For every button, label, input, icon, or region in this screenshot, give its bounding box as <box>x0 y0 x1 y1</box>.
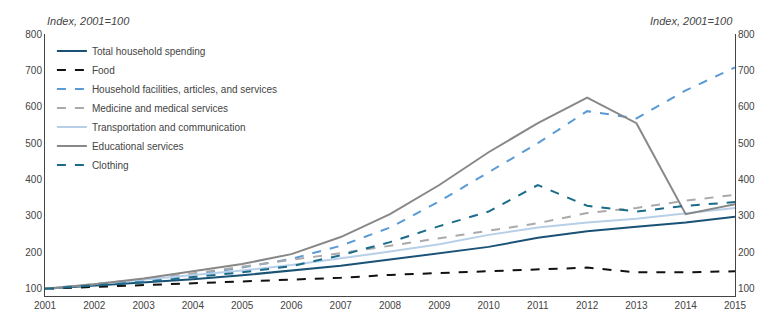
svg-text:200: 200 <box>738 247 755 258</box>
svg-text:400: 400 <box>738 174 755 185</box>
svg-text:400: 400 <box>25 174 42 185</box>
svg-text:800: 800 <box>738 29 755 40</box>
svg-text:2004: 2004 <box>182 300 205 311</box>
svg-text:300: 300 <box>738 210 755 221</box>
svg-text:Index, 2001=100: Index, 2001=100 <box>650 15 733 27</box>
svg-text:2001: 2001 <box>34 300 57 311</box>
svg-text:Clothing: Clothing <box>92 160 129 171</box>
svg-text:2006: 2006 <box>280 300 303 311</box>
svg-text:Transportation and communicati: Transportation and communication <box>92 122 246 133</box>
svg-text:2008: 2008 <box>379 300 402 311</box>
svg-text:2005: 2005 <box>231 300 254 311</box>
svg-text:100: 100 <box>738 283 755 294</box>
svg-text:2003: 2003 <box>132 300 155 311</box>
svg-text:700: 700 <box>738 65 755 76</box>
svg-text:2013: 2013 <box>625 300 648 311</box>
svg-text:Educational services: Educational services <box>92 141 184 152</box>
svg-text:2015: 2015 <box>724 300 747 311</box>
svg-text:300: 300 <box>25 210 42 221</box>
svg-text:2007: 2007 <box>330 300 353 311</box>
svg-text:2009: 2009 <box>428 300 451 311</box>
svg-text:100: 100 <box>25 283 42 294</box>
svg-text:2012: 2012 <box>576 300 599 311</box>
svg-text:Medicine and medical services: Medicine and medical services <box>92 103 228 114</box>
svg-text:Total household spending: Total household spending <box>92 46 205 57</box>
svg-text:2010: 2010 <box>477 300 500 311</box>
svg-text:2014: 2014 <box>675 300 698 311</box>
svg-text:2011: 2011 <box>527 300 549 311</box>
svg-text:500: 500 <box>738 138 755 149</box>
svg-text:Index, 2001=100: Index, 2001=100 <box>47 15 130 27</box>
svg-text:600: 600 <box>738 101 755 112</box>
svg-text:Food: Food <box>92 65 115 76</box>
svg-text:500: 500 <box>25 138 42 149</box>
svg-text:600: 600 <box>25 101 42 112</box>
svg-text:2002: 2002 <box>83 300 106 311</box>
svg-text:700: 700 <box>25 65 42 76</box>
svg-text:800: 800 <box>25 29 42 40</box>
svg-text:Household facilities, articles: Household facilities, articles, and serv… <box>92 84 277 95</box>
svg-text:200: 200 <box>25 247 42 258</box>
